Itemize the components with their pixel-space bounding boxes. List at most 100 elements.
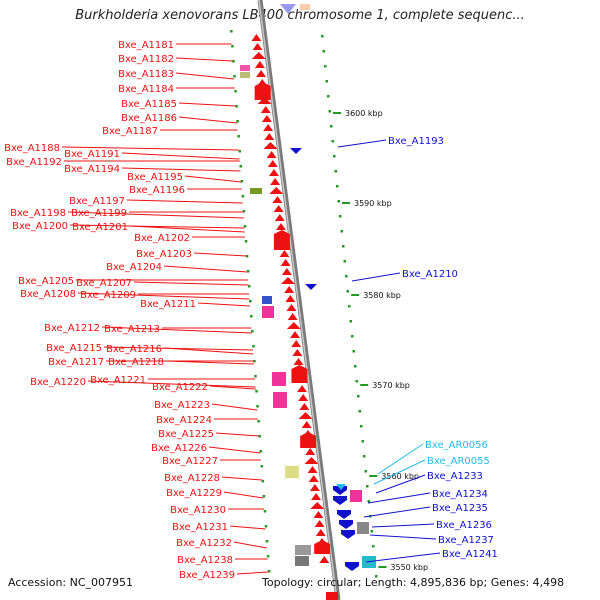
forward-gene-block[interactable] [291, 365, 308, 383]
forward-gene-arrow[interactable] [298, 394, 309, 401]
forward-gene-block[interactable] [326, 592, 338, 600]
gene-label[interactable]: Bxe_A1192 [6, 157, 62, 168]
gene-label[interactable]: Bxe_A1185 [121, 99, 177, 110]
feature-block[interactable] [350, 490, 362, 502]
forward-gene-arrow[interactable] [291, 340, 302, 347]
gene-label[interactable]: Bxe_A1188 [4, 143, 60, 154]
gene-label[interactable]: Bxe_A1208 [20, 289, 76, 300]
forward-gene-block[interactable] [300, 432, 317, 448]
gene-label[interactable]: Bxe_A1229 [166, 488, 222, 499]
gene-label[interactable]: Bxe_A1232 [176, 538, 232, 549]
forward-gene-arrow[interactable] [319, 556, 330, 563]
reverse-gene-arrow[interactable] [333, 496, 347, 505]
gene-label[interactable]: Bxe_A1223 [154, 400, 210, 411]
forward-gene-arrow[interactable] [286, 304, 297, 311]
forward-gene-arrow[interactable] [264, 133, 275, 140]
forward-gene-arrow[interactable] [293, 358, 304, 365]
forward-gene-arrow[interactable] [251, 34, 262, 41]
forward-gene-arrow[interactable] [301, 421, 312, 428]
forward-gene-arrow[interactable] [252, 43, 263, 50]
gene-label[interactable]: Bxe_A1230 [170, 505, 226, 516]
forward-gene-arrow[interactable] [269, 187, 284, 194]
forward-gene-arrow[interactable] [305, 448, 316, 455]
feature-block[interactable] [273, 392, 287, 408]
reverse-gene-arrow[interactable] [337, 510, 351, 519]
rna-gene-arrow[interactable] [336, 484, 346, 490]
reverse-gene-arrow[interactable] [345, 562, 359, 571]
gene-label[interactable]: Bxe_A1233 [427, 471, 483, 482]
forward-gene-arrow[interactable] [286, 322, 301, 329]
forward-gene-block[interactable] [314, 540, 331, 554]
forward-gene-arrow[interactable] [297, 385, 308, 392]
gene-label[interactable]: Bxe_A1186 [121, 113, 177, 124]
feature-block[interactable] [357, 522, 369, 534]
forward-gene-arrow[interactable] [307, 466, 318, 473]
gene-label[interactable]: Bxe_A1202 [134, 233, 190, 244]
gene-label[interactable]: Bxe_A1181 [118, 40, 174, 51]
feature-block[interactable] [240, 72, 250, 78]
gene-label[interactable]: Bxe_A1235 [432, 503, 488, 514]
forward-gene-arrow[interactable] [311, 493, 322, 500]
forward-gene-arrow[interactable] [313, 511, 324, 518]
reverse-gene-arrow[interactable] [305, 284, 317, 290]
gene-label[interactable]: Bxe_A1236 [436, 520, 492, 531]
forward-gene-arrow[interactable] [280, 259, 291, 266]
gene-label[interactable]: Bxe_A1197 [69, 196, 125, 207]
forward-gene-arrow[interactable] [254, 61, 265, 68]
forward-gene-arrow[interactable] [304, 457, 319, 464]
gene-label[interactable]: Bxe_A1183 [118, 69, 174, 80]
gene-label[interactable]: Bxe_A1182 [118, 54, 174, 65]
gene-label[interactable]: Bxe_A1221 [90, 375, 146, 386]
forward-gene-block[interactable] [273, 230, 290, 250]
gene-label[interactable]: Bxe_A1225 [158, 429, 214, 440]
feature-block[interactable] [240, 65, 250, 71]
gene-label[interactable]: Bxe_A1198 [10, 208, 66, 219]
gene-label[interactable]: Bxe_A1191 [64, 149, 120, 160]
gene-label[interactable]: Bxe_A1187 [102, 126, 158, 137]
forward-gene-arrow[interactable] [281, 277, 296, 284]
forward-gene-arrow[interactable] [315, 529, 326, 536]
gene-label[interactable]: Bxe_A1184 [118, 84, 174, 95]
gene-label[interactable]: Bxe_A1194 [64, 164, 120, 175]
gene-label[interactable]: Bxe_A1231 [172, 522, 228, 533]
reverse-gene-arrow[interactable] [339, 520, 353, 529]
forward-gene-arrow[interactable] [285, 295, 296, 302]
gene-label[interactable]: Bxe_A1196 [129, 185, 185, 196]
forward-gene-arrow[interactable] [256, 70, 267, 77]
forward-gene-arrow[interactable] [260, 106, 271, 113]
forward-gene-arrow[interactable] [261, 115, 272, 122]
gene-block[interactable] [300, 4, 310, 10]
gene-label[interactable]: Bxe_AR0056 [425, 440, 488, 451]
reverse-gene-arrow[interactable] [290, 148, 302, 154]
gene-label[interactable]: Bxe_A1204 [106, 262, 162, 273]
gene-label[interactable]: Bxe_A1207 [76, 278, 132, 289]
gene-label[interactable]: Bxe_A1234 [432, 489, 488, 500]
forward-gene-arrow[interactable] [314, 520, 325, 527]
forward-gene-arrow[interactable] [275, 223, 286, 230]
gene-label[interactable]: Bxe_AR0055 [427, 456, 490, 467]
forward-gene-arrow[interactable] [251, 52, 266, 59]
gene-label[interactable]: Bxe_A1226 [151, 443, 207, 454]
forward-gene-block[interactable] [254, 82, 271, 100]
forward-gene-arrow[interactable] [281, 268, 292, 275]
feature-block[interactable] [295, 545, 311, 555]
forward-gene-arrow[interactable] [308, 475, 319, 482]
gene-label[interactable]: Bxe_A1213 [104, 324, 160, 335]
gene-label[interactable]: Bxe_A1195 [127, 172, 183, 183]
gene-label[interactable]: Bxe_A1193 [388, 136, 444, 147]
gene-label[interactable]: Bxe_A1212 [44, 323, 100, 334]
gene-label[interactable]: Bxe_A1217 [48, 357, 104, 368]
gene-label[interactable]: Bxe_A1224 [156, 415, 212, 426]
feature-block[interactable] [262, 296, 272, 304]
gene-label[interactable]: Bxe_A1205 [18, 276, 74, 287]
gene-label[interactable]: Bxe_A1238 [177, 555, 233, 566]
gene-label[interactable]: Bxe_A1239 [179, 570, 235, 581]
gene-label[interactable]: Bxe_A1220 [30, 377, 86, 388]
forward-gene-arrow[interactable] [279, 250, 290, 257]
forward-gene-arrow[interactable] [284, 286, 295, 293]
forward-gene-arrow[interactable] [267, 160, 278, 167]
feature-block[interactable] [272, 372, 286, 386]
forward-gene-arrow[interactable] [273, 205, 284, 212]
gene-label[interactable]: Bxe_A1199 [71, 208, 127, 219]
gene-label[interactable]: Bxe_A1200 [12, 221, 68, 232]
